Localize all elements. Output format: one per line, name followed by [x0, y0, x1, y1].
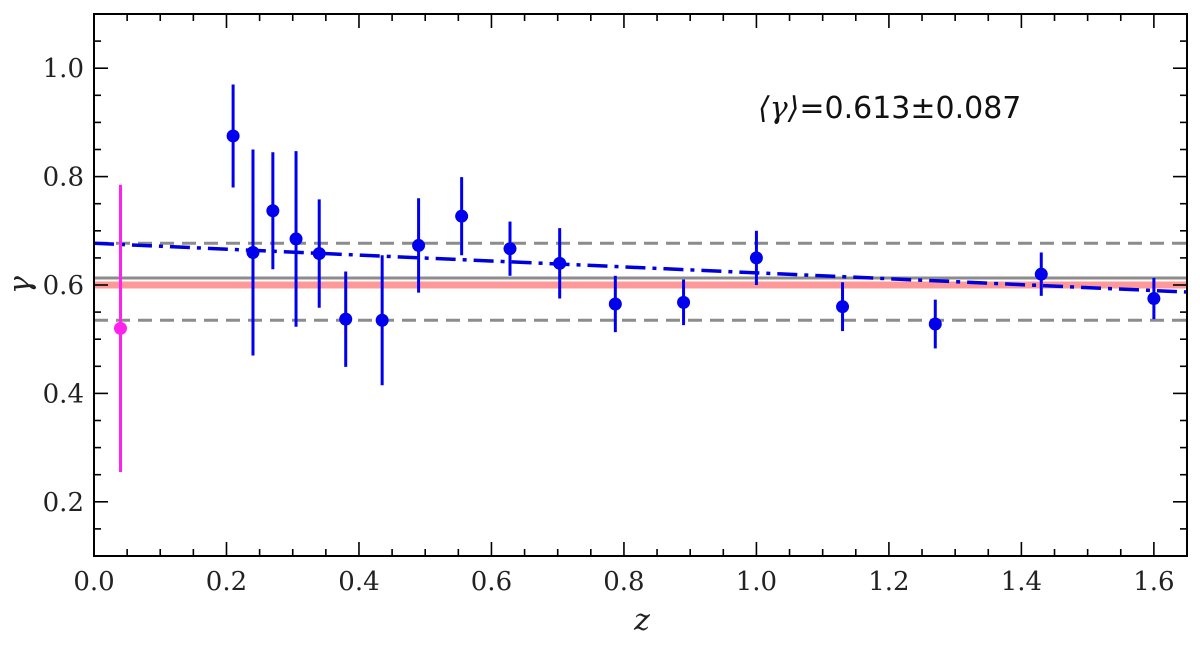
- data-point: [339, 312, 353, 326]
- data-point: [226, 129, 240, 143]
- data-point: [553, 256, 567, 270]
- x-axis-title: z: [633, 603, 650, 638]
- data-point: [412, 238, 426, 252]
- plot-frame: [93, 13, 1188, 557]
- data-point: [312, 247, 326, 261]
- data-points-layer: [113, 84, 1161, 472]
- data-point: [246, 245, 260, 259]
- data-point: [749, 251, 763, 265]
- x-tick-label: 1.2: [868, 567, 909, 597]
- y-tick-label: 0.4: [43, 379, 84, 409]
- data-point: [289, 232, 303, 246]
- data-point: [928, 317, 942, 331]
- mean-annotation: ⟨γ⟩=0.613±0.087: [758, 91, 1021, 126]
- x-tick-label: 0.0: [73, 567, 114, 597]
- data-point: [503, 242, 517, 256]
- data-point: [266, 204, 280, 218]
- reference-lines-layer: [93, 241, 1188, 322]
- mean-annotation-value: =0.613±0.087: [799, 91, 1021, 126]
- data-point: [1147, 292, 1161, 306]
- data-point: [836, 300, 850, 314]
- data-point: [1034, 267, 1048, 281]
- x-tick-label: 0.2: [206, 567, 247, 597]
- trend-line-dashdot: [93, 241, 1188, 294]
- y-axis-title: γ: [3, 276, 38, 294]
- x-tick-label: 0.6: [471, 567, 512, 597]
- y-tick-label: 0.6: [43, 271, 84, 301]
- mean-annotation-symbol: ⟨γ⟩: [758, 91, 799, 126]
- y-tick-label: 1.0: [43, 54, 84, 84]
- data-point: [113, 321, 127, 335]
- x-tick-label: 0.4: [338, 567, 379, 597]
- y-tick-label: 0.2: [43, 488, 84, 518]
- data-point: [608, 297, 622, 311]
- data-point: [375, 313, 389, 327]
- data-point: [455, 209, 469, 223]
- x-tick-label: 1.4: [1001, 567, 1042, 597]
- x-tick-label: 1.6: [1133, 567, 1174, 597]
- x-tick-label: 0.8: [603, 567, 644, 597]
- x-tick-label: 1.0: [736, 567, 777, 597]
- y-tick-label: 0.8: [43, 163, 84, 193]
- data-point: [677, 295, 691, 309]
- tick-labels-layer: 0.0 0.2 0.4 0.6 0.8 1.0 1.2 1.4 1.6 0.2 0.4 0.6 0.8 1…: [43, 54, 1175, 597]
